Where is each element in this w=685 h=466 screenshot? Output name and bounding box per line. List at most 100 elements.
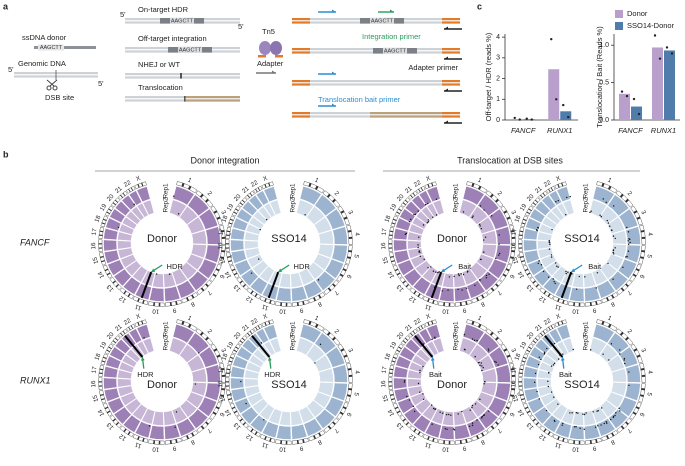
read-dot bbox=[533, 381, 536, 384]
track-rep2 bbox=[410, 254, 427, 269]
ideogram-band bbox=[625, 283, 629, 288]
track-rep2 bbox=[152, 410, 164, 426]
ideogram-band bbox=[101, 260, 105, 263]
track-rep2 bbox=[142, 199, 155, 216]
read-dot bbox=[462, 211, 465, 213]
target-mark bbox=[544, 335, 564, 358]
ideogram-band bbox=[318, 432, 322, 437]
ideogram-band bbox=[228, 222, 233, 225]
read-dot bbox=[258, 258, 260, 260]
read-dot bbox=[599, 214, 601, 216]
y-tick-label: 2 bbox=[496, 75, 500, 82]
track-rep1 bbox=[197, 258, 218, 279]
chromosome-label: 11 bbox=[134, 441, 143, 450]
ideogram-band bbox=[102, 356, 107, 360]
track-rep2 bbox=[541, 216, 558, 230]
track-rep1 bbox=[592, 323, 615, 344]
track-rep2 bbox=[252, 398, 269, 415]
bar bbox=[511, 118, 523, 120]
ideogram-band bbox=[561, 182, 564, 187]
read-dot bbox=[419, 255, 422, 258]
center-label: Donor bbox=[437, 233, 467, 245]
track-rep1 bbox=[230, 239, 245, 252]
ideogram-band bbox=[432, 437, 435, 442]
track-rep1 bbox=[397, 397, 415, 414]
read-dot bbox=[462, 273, 465, 276]
ideogram-band bbox=[510, 256, 514, 259]
ideogram-band bbox=[481, 294, 485, 299]
ideogram-band bbox=[578, 302, 581, 307]
track-rep1 bbox=[291, 285, 308, 302]
dna-strand bbox=[125, 99, 240, 102]
adapter bbox=[292, 51, 310, 54]
ideogram-band bbox=[257, 187, 261, 191]
track-rep2 bbox=[572, 272, 584, 288]
ideogram-band bbox=[302, 439, 305, 443]
track-rep1 bbox=[149, 425, 165, 440]
ideogram-band bbox=[620, 425, 625, 430]
ideogram-band bbox=[413, 290, 417, 295]
junction bbox=[184, 96, 186, 102]
chromosome-label: 8 bbox=[609, 300, 616, 308]
ideogram-band bbox=[589, 440, 592, 444]
read-dot bbox=[543, 351, 546, 354]
read-dot bbox=[413, 410, 416, 413]
ideogram-band bbox=[389, 368, 394, 371]
donor-label: ssDNA donor bbox=[22, 33, 67, 42]
chromosome-label: 15 bbox=[512, 256, 521, 265]
ideogram-band bbox=[396, 349, 400, 353]
ideogram-band bbox=[235, 346, 239, 350]
ideogram-band bbox=[535, 283, 540, 288]
read-dot bbox=[457, 413, 459, 415]
chromosome-label: 6 bbox=[345, 411, 353, 418]
track-rep1 bbox=[331, 244, 348, 264]
ideogram-band bbox=[389, 230, 394, 233]
read-dot bbox=[562, 353, 564, 355]
ideogram-band bbox=[526, 410, 531, 414]
ideogram-band bbox=[141, 320, 144, 325]
read-dot bbox=[612, 416, 615, 419]
ideogram-band bbox=[477, 185, 482, 190]
track-rep1 bbox=[592, 185, 615, 206]
chromosome-label: 19 bbox=[519, 340, 529, 350]
ideogram-band bbox=[595, 439, 598, 443]
read-dot bbox=[557, 199, 559, 202]
replicate-dot bbox=[525, 117, 528, 120]
ideogram-band bbox=[205, 421, 209, 426]
read-dot bbox=[424, 203, 427, 206]
read-dot bbox=[458, 274, 460, 277]
ideogram-band bbox=[391, 360, 396, 363]
track-rep2 bbox=[469, 261, 488, 280]
arrow-head bbox=[332, 103, 336, 106]
track-rep1 bbox=[236, 208, 253, 224]
ideogram-band bbox=[396, 272, 401, 276]
track-rep1 bbox=[617, 258, 638, 279]
track-rep1 bbox=[478, 408, 499, 429]
chromosome-label: 22 bbox=[413, 179, 423, 189]
read-dot bbox=[431, 423, 433, 425]
ideogram-band bbox=[332, 421, 336, 426]
ideogram-band bbox=[606, 435, 610, 440]
chromosome-label: 7 bbox=[495, 289, 503, 297]
read-dot bbox=[480, 227, 483, 230]
y-tick-label: 0.5 bbox=[599, 79, 609, 86]
track-rep1 bbox=[439, 287, 455, 302]
ideogram-band bbox=[348, 374, 353, 377]
track-rep2 bbox=[408, 223, 425, 236]
ideogram-band bbox=[518, 243, 523, 245]
adapter bbox=[258, 55, 266, 58]
ideogram-band bbox=[255, 326, 258, 331]
chromosome-label: 16 bbox=[380, 242, 387, 250]
read-dot bbox=[575, 426, 577, 428]
ideogram-band bbox=[225, 243, 230, 245]
chromosome-label: 14 bbox=[97, 408, 107, 418]
chromosome-label: X bbox=[262, 313, 268, 321]
chromosome-label: 21 bbox=[534, 185, 544, 195]
ideogram-band bbox=[181, 182, 185, 187]
track-rep1 bbox=[230, 377, 245, 390]
y-tick-label: 1.0 bbox=[599, 42, 609, 49]
track-rep1 bbox=[241, 200, 258, 217]
adapter bbox=[442, 48, 460, 51]
track-rep2 bbox=[426, 202, 439, 218]
ideogram-band bbox=[518, 372, 523, 375]
